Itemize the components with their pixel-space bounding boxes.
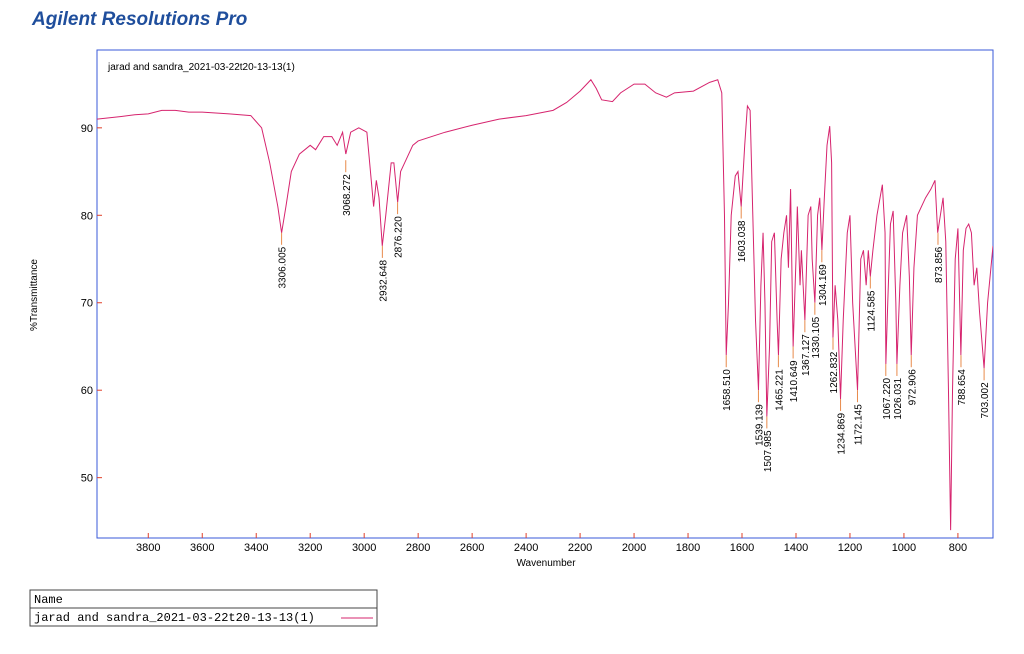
x-tick-label: 3400 <box>244 542 268 554</box>
peak-label: 2932.648 <box>378 259 389 301</box>
peak-label: 873.856 <box>934 246 945 283</box>
peak-label: 972.906 <box>907 369 918 406</box>
peak-label: 1603.038 <box>737 220 748 262</box>
x-tick-label: 2000 <box>622 542 646 554</box>
peak-label: 1539.139 <box>754 404 765 446</box>
y-tick-label: 60 <box>81 385 93 397</box>
x-tick-label: 1000 <box>892 542 916 554</box>
peak-label: 3068.272 <box>342 174 353 216</box>
peak-label: 1067.220 <box>882 378 893 420</box>
peak-label: 1367.127 <box>801 334 812 376</box>
x-tick-label: 3600 <box>190 542 214 554</box>
peak-label: 1124.585 <box>866 290 877 331</box>
x-tick-label: 1600 <box>730 542 754 554</box>
peak-label: 1026.031 <box>893 378 904 420</box>
peak-label: 1172.145 <box>853 404 864 445</box>
peak-label: 1304.169 <box>818 264 829 306</box>
peak-label: 1465.221 <box>774 369 785 411</box>
peak-label: 788.654 <box>957 369 968 406</box>
legend-entry: jarad and sandra_2021-03-22t20-13-13(1) <box>34 611 315 625</box>
app-title: Agilent Resolutions Pro <box>31 9 247 30</box>
x-tick-label: 800 <box>949 542 967 554</box>
peak-label: 3306.005 <box>278 246 289 288</box>
peak-label: 1330.105 <box>811 316 822 358</box>
peak-label: 1262.832 <box>829 351 840 393</box>
x-tick-label: 2600 <box>460 542 484 554</box>
x-tick-label: 1800 <box>676 542 700 554</box>
peak-label: 2876.220 <box>394 216 405 258</box>
x-tick-label: 1200 <box>838 542 862 554</box>
x-tick-label: 3000 <box>352 542 376 554</box>
peak-label: 1234.869 <box>837 413 848 455</box>
x-tick-label: 1400 <box>784 542 808 554</box>
y-axis-label: %Transmittance <box>29 259 40 331</box>
peak-label: 1658.510 <box>722 369 733 411</box>
y-tick-label: 50 <box>81 473 93 485</box>
x-tick-label: 3200 <box>298 542 322 554</box>
legend-header: Name <box>34 593 63 607</box>
y-tick-label: 70 <box>81 298 93 310</box>
x-tick-label: 2800 <box>406 542 430 554</box>
x-tick-label: 2400 <box>514 542 538 554</box>
peak-label: 1410.649 <box>789 360 800 402</box>
peak-label: 703.002 <box>980 382 991 419</box>
x-axis-label: Wavenumber <box>516 558 576 569</box>
x-tick-label: 3800 <box>136 542 160 554</box>
y-tick-label: 80 <box>81 210 93 222</box>
chart-title: jarad and sandra_2021-03-22t20-13-13(1) <box>107 62 295 73</box>
plot-area <box>97 78 993 531</box>
spectrum-line <box>97 78 993 531</box>
peak-label: 1507.985 <box>763 430 774 472</box>
plot-frame <box>96 49 994 539</box>
x-tick-label: 2200 <box>568 542 592 554</box>
y-tick-label: 90 <box>81 123 93 135</box>
